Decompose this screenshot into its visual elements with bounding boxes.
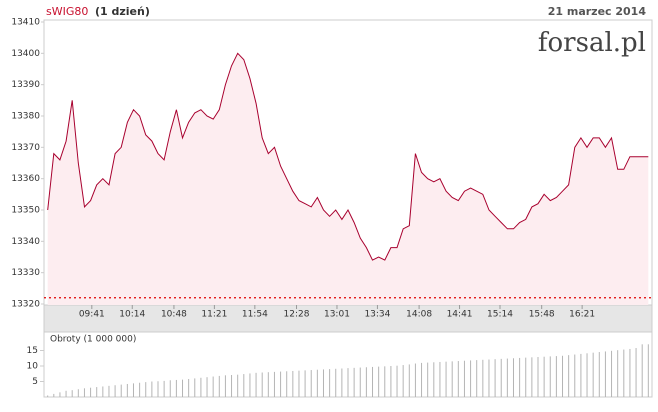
x-tick-label: 09:41 bbox=[79, 310, 105, 320]
x-tick-label: 14:08 bbox=[406, 310, 432, 320]
x-axis-band bbox=[43, 304, 653, 333]
plot-layer: 13320 13330 13340 13350 13360 13370 13380 13390… bbox=[11, 18, 652, 397]
y-tick-label: 13410 bbox=[11, 18, 40, 28]
logo: forsal.pl bbox=[538, 28, 646, 58]
x-tick-label: 16:21 bbox=[569, 310, 595, 320]
chart-title: sWIG80 bbox=[46, 5, 88, 18]
x-tick-label: 13:34 bbox=[364, 310, 390, 320]
y-tick-label: 13350 bbox=[11, 206, 40, 216]
y-tick-label: 13380 bbox=[11, 112, 40, 122]
y-tick-label: 13370 bbox=[11, 143, 40, 153]
y-tick-label: 13390 bbox=[11, 80, 40, 90]
x-tick-label: 10:48 bbox=[161, 310, 187, 320]
x-tick-label: 13:01 bbox=[324, 310, 350, 320]
x-tick-label: 14:41 bbox=[447, 310, 473, 320]
x-tick-label: 11:54 bbox=[242, 310, 268, 320]
x-tick-label: 15:48 bbox=[529, 310, 555, 320]
x-tick-label: 15:14 bbox=[487, 310, 513, 320]
x-tick-label: 12:28 bbox=[284, 310, 310, 320]
y-tick-label: 5 bbox=[32, 377, 38, 387]
date: 21 marzec 2014 bbox=[548, 5, 647, 18]
y-tick-label: 15 bbox=[27, 346, 38, 356]
y-tick-label: 13330 bbox=[11, 268, 40, 278]
x-tick-label: 11:21 bbox=[201, 310, 227, 320]
y-tick-label: 13360 bbox=[11, 174, 40, 184]
area bbox=[47, 53, 649, 305]
y-tick-label: 13320 bbox=[11, 300, 40, 310]
price-line bbox=[47, 52, 649, 261]
y-tick-label: 10 bbox=[27, 362, 39, 372]
y-tick-label: 13340 bbox=[11, 237, 40, 247]
chart-subtitle: (1 dzień) bbox=[95, 5, 150, 18]
y-tick-label: 13400 bbox=[11, 49, 40, 59]
volume-title: Obroty (1 000 000) bbox=[50, 335, 136, 345]
x-tick-label: 10:14 bbox=[119, 310, 145, 320]
